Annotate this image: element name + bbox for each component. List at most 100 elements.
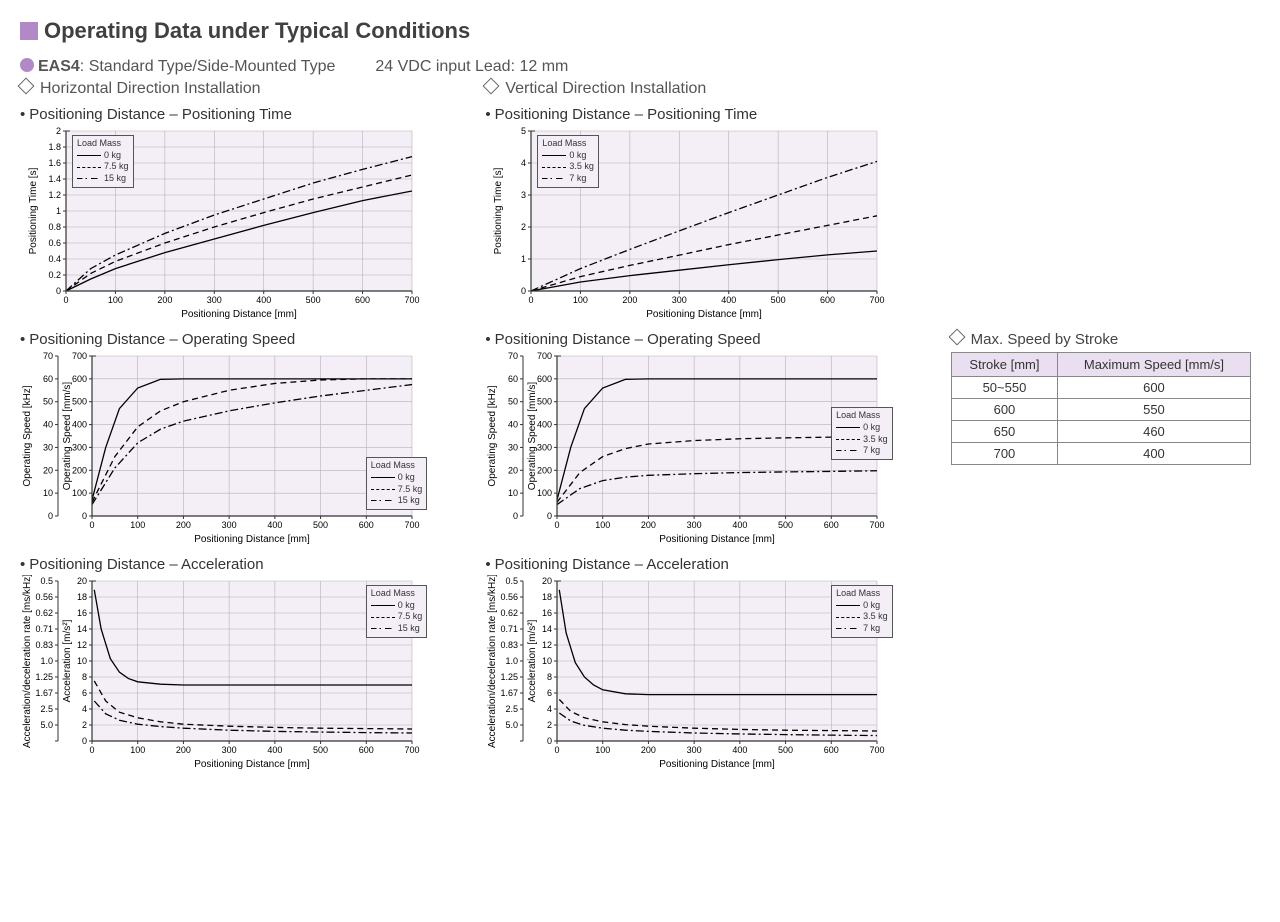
svg-text:300: 300 [537,442,552,452]
svg-text:600: 600 [359,520,374,530]
svg-text:Operating Speed [mm/s]: Operating Speed [mm/s] [62,382,73,491]
svg-text:18: 18 [542,592,552,602]
chart-title-v-pt: Positioning Distance – Positioning Time [485,106,910,123]
svg-text:20: 20 [508,465,518,475]
svg-text:Positioning Time [s]: Positioning Time [s] [28,167,39,254]
diamond-icon [483,78,500,95]
svg-text:700: 700 [870,295,885,305]
chart-legend: Load Mass0 kg7.5 kg15 kg [366,457,428,510]
svg-text:100: 100 [596,745,611,755]
svg-text:1.6: 1.6 [48,158,61,168]
svg-text:500: 500 [72,397,87,407]
svg-text:0: 0 [89,520,94,530]
svg-text:600: 600 [355,295,370,305]
svg-text:70: 70 [508,351,518,361]
svg-text:0.4: 0.4 [48,254,61,264]
svg-text:Positioning Distance [mm]: Positioning Distance [mm] [660,759,776,770]
svg-text:0: 0 [82,511,87,521]
svg-text:1.25: 1.25 [35,672,53,682]
svg-text:0.5: 0.5 [506,576,519,586]
chart-title-v-ac: Positioning Distance – Acceleration [485,556,910,573]
chart-legend: Load Mass0 kg3.5 kg7 kg [831,407,893,460]
svg-text:10: 10 [508,488,518,498]
install-head-row: Horizontal Direction Installation Vertic… [20,78,1260,100]
svg-text:20: 20 [77,576,87,586]
svg-text:300: 300 [687,745,702,755]
svg-text:5.0: 5.0 [40,720,53,730]
svg-text:0.71: 0.71 [35,624,53,634]
left-install-head: Horizontal Direction Installation [40,80,261,97]
chart-h-pt: 0100200300400500600700Positioning Distan… [20,125,445,325]
svg-text:2: 2 [521,222,526,232]
model-row: EAS4: Standard Type/Side-Mounted Type 24… [20,58,1260,76]
svg-text:400: 400 [537,420,552,430]
chart-title-h-os: Positioning Distance – Operating Speed [20,331,445,348]
svg-text:40: 40 [508,420,518,430]
svg-text:200: 200 [176,520,191,530]
svg-text:1: 1 [521,254,526,264]
svg-text:700: 700 [537,351,552,361]
svg-text:Acceleration/deceleration rate: Acceleration/deceleration rate [ms/kHz] [487,575,498,748]
model-name: EAS4 [38,58,80,75]
svg-text:5.0: 5.0 [506,720,519,730]
svg-text:20: 20 [43,465,53,475]
svg-text:4: 4 [82,704,87,714]
svg-text:1.0: 1.0 [40,656,53,666]
svg-text:10: 10 [542,656,552,666]
svg-text:Acceleration/deceleration rate: Acceleration/deceleration rate [ms/kHz] [22,575,33,748]
svg-text:100: 100 [108,295,123,305]
svg-text:100: 100 [596,520,611,530]
model-desc: : Standard Type/Side-Mounted Type [80,58,336,75]
right-install-head: Vertical Direction Installation [505,80,706,97]
svg-text:Positioning Distance [mm]: Positioning Distance [mm] [181,309,297,320]
svg-text:500: 500 [306,295,321,305]
svg-text:600: 600 [359,745,374,755]
svg-text:18: 18 [77,592,87,602]
svg-text:30: 30 [508,442,518,452]
svg-text:0: 0 [513,511,518,521]
chart-h-ac: 0100200300400500600700Positioning Distan… [20,575,445,775]
svg-text:70: 70 [43,351,53,361]
svg-text:0.71: 0.71 [501,624,519,634]
svg-text:4: 4 [547,704,552,714]
svg-text:200: 200 [72,465,87,475]
svg-text:0.8: 0.8 [48,222,61,232]
svg-text:100: 100 [72,488,87,498]
table-row: 650460 [951,421,1250,443]
svg-text:2.5: 2.5 [40,704,53,714]
svg-text:500: 500 [771,295,786,305]
title-text: Operating Data under Typical Conditions [44,18,470,43]
svg-text:0.5: 0.5 [40,576,53,586]
chart-legend: Load Mass0 kg7.5 kg15 kg [72,135,134,188]
svg-text:12: 12 [542,640,552,650]
svg-text:12: 12 [77,640,87,650]
svg-text:600: 600 [820,295,835,305]
svg-text:100: 100 [537,488,552,498]
chart-legend: Load Mass0 kg7.5 kg15 kg [366,585,428,638]
svg-text:10: 10 [77,656,87,666]
svg-text:700: 700 [870,520,885,530]
svg-text:Positioning Distance [mm]: Positioning Distance [mm] [647,309,763,320]
svg-text:300: 300 [222,520,237,530]
svg-text:10: 10 [43,488,53,498]
svg-text:1: 1 [56,206,61,216]
svg-text:8: 8 [82,672,87,682]
table-row: 700400 [951,443,1250,465]
svg-text:0.62: 0.62 [35,608,53,618]
svg-text:400: 400 [72,420,87,430]
svg-text:1.2: 1.2 [48,190,61,200]
svg-text:Operating Speed [kHz]: Operating Speed [kHz] [487,385,498,486]
svg-text:1.0: 1.0 [506,656,519,666]
svg-text:300: 300 [672,295,687,305]
svg-text:0.2: 0.2 [48,270,61,280]
svg-text:1.67: 1.67 [501,688,519,698]
chart-h-os: 0100200300400500600700Positioning Distan… [20,350,445,550]
chart-title-v-os: Positioning Distance – Operating Speed [485,331,910,348]
svg-text:200: 200 [641,745,656,755]
svg-text:8: 8 [547,672,552,682]
diamond-icon [18,78,35,95]
svg-text:Positioning Time [s]: Positioning Time [s] [493,167,504,254]
svg-text:500: 500 [313,745,328,755]
svg-text:700: 700 [404,520,419,530]
svg-text:Acceleration [m/s²]: Acceleration [m/s²] [527,619,538,702]
